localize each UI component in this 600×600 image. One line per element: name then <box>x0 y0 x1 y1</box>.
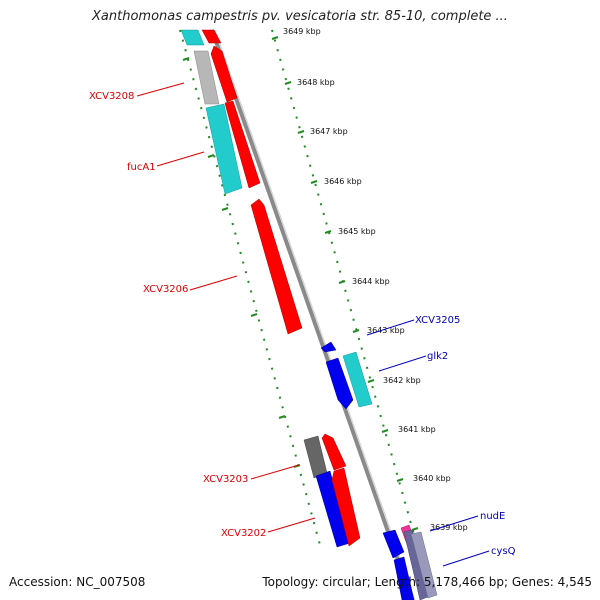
tick-label: 3646 kbp <box>324 177 362 186</box>
tick-mark <box>367 379 375 383</box>
gene-feature-xcv3208 <box>210 45 238 103</box>
left-tick <box>182 57 190 61</box>
map-title: Xanthomonas campestris pv. vesicatoria s… <box>92 9 508 24</box>
tick-mark <box>411 527 419 531</box>
leader-cysq <box>442 550 490 567</box>
tick-mark <box>324 230 332 234</box>
gene-label-xcv3202: XCV3202 <box>221 528 266 539</box>
left-tick <box>250 313 258 317</box>
gene-feature-cysq <box>393 556 415 600</box>
leader-xcv3202 <box>267 517 316 533</box>
leader-glk2 <box>378 355 427 372</box>
backbone-line <box>210 29 414 600</box>
gene-label-xcv3208: XCV3208 <box>89 91 134 102</box>
tick-label: 3649 kbp <box>283 27 321 36</box>
leader-xcv3206 <box>189 275 238 291</box>
cog-feature-xcv3208 <box>193 50 220 105</box>
cog-feature-bottom <box>410 531 438 599</box>
tick-label: 3642 kbp <box>383 376 421 385</box>
tick-label: 3641 kbp <box>398 425 436 434</box>
gene-feature-nude <box>382 529 405 559</box>
gene-feature-xcv3203 <box>321 433 347 471</box>
cog-feature-glk2 <box>342 351 373 408</box>
leader-xcv3203 <box>250 464 300 480</box>
ruler-ticks: 3649 kbp 3648 kbp 3647 kbp 3646 kbp 3645… <box>271 27 468 532</box>
tick-mark <box>352 329 360 333</box>
tick-mark <box>271 36 279 40</box>
right-frame-line <box>271 29 418 546</box>
gene-label-fuca1: fucA1 <box>127 162 156 173</box>
gene-label-glk2: glk2 <box>427 351 448 362</box>
tick-mark <box>310 180 318 184</box>
gene-label-xcv3206: XCV3206 <box>143 284 188 295</box>
tick-label: 3640 kbp <box>413 474 451 483</box>
genome-summary: Topology: circular; Length: 5,178,466 bp… <box>262 575 592 589</box>
tick-label: 3643 kbp <box>367 326 405 335</box>
tick-label: 3639 kbp <box>430 523 468 532</box>
gene-label-xcv3203: XCV3203 <box>203 474 248 485</box>
leader-xcv3208 <box>136 82 185 97</box>
tick-label: 3645 kbp <box>338 227 376 236</box>
tick-mark <box>338 280 346 284</box>
gene-feature-fuca1 <box>224 100 261 189</box>
gene-label-xcv3205: XCV3205 <box>415 315 460 326</box>
left-tick <box>221 207 229 211</box>
leader-fuca1 <box>156 151 205 167</box>
left-frame-line <box>179 29 321 546</box>
gene-feature-top-2 <box>201 29 222 44</box>
backbone-highlight <box>214 29 416 600</box>
tick-label: 3648 kbp <box>297 78 335 87</box>
gene-feature-xcv3206 <box>250 198 303 335</box>
leader-nude <box>429 515 479 532</box>
gene-feature-xcv3205 <box>320 341 337 353</box>
tick-label: 3644 kbp <box>352 277 390 286</box>
cog-feature-top-1 <box>180 29 205 46</box>
leader-xcv3205 <box>366 319 415 336</box>
gene-label-nude: nudE <box>480 511 505 522</box>
tick-mark <box>284 81 292 85</box>
gene-feature-glk2 <box>325 357 354 410</box>
tick-mark <box>297 130 305 134</box>
tick-label: 3647 kbp <box>310 127 348 136</box>
left-tick <box>207 154 215 158</box>
gene-label-cysq: cysQ <box>491 546 516 557</box>
gene-feature-xcv3202-red <box>331 467 361 547</box>
tick-mark <box>381 429 389 433</box>
left-tick <box>278 415 286 419</box>
cog-feature-fuca1 <box>205 103 243 195</box>
tick-mark <box>396 478 404 482</box>
accession-label: Accession: NC_007508 <box>9 575 146 589</box>
